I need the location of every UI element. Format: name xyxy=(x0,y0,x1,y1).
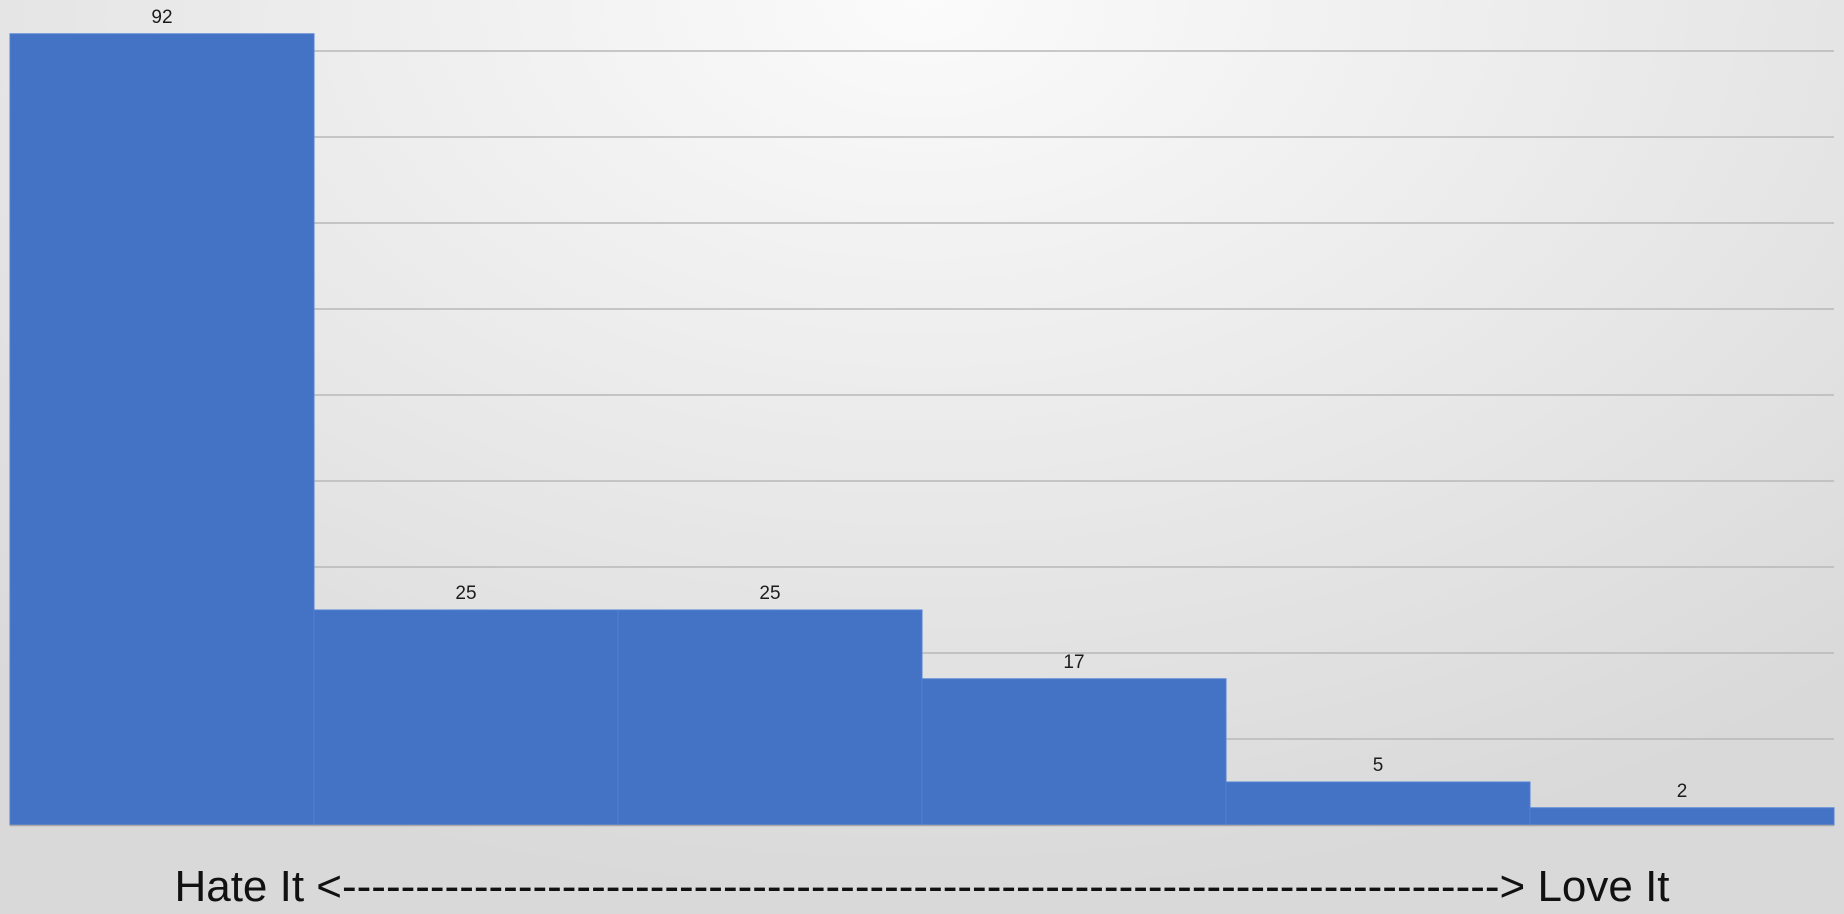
data-label: 2 xyxy=(1677,781,1688,802)
data-label: 25 xyxy=(455,583,476,604)
data-label: 25 xyxy=(759,583,780,604)
bars xyxy=(9,33,1835,826)
data-label: 92 xyxy=(151,7,172,28)
bar xyxy=(1225,781,1531,826)
bar xyxy=(1529,807,1835,826)
data-labels: 92 25 25 17 5 2 xyxy=(151,7,1687,802)
data-label: 17 xyxy=(1063,652,1084,673)
bar xyxy=(617,609,923,826)
bar xyxy=(9,33,315,826)
bar xyxy=(313,609,619,826)
bar xyxy=(921,678,1227,826)
data-label: 5 xyxy=(1373,755,1384,776)
x-axis-label: Hate It <-------------------------------… xyxy=(174,862,1670,911)
